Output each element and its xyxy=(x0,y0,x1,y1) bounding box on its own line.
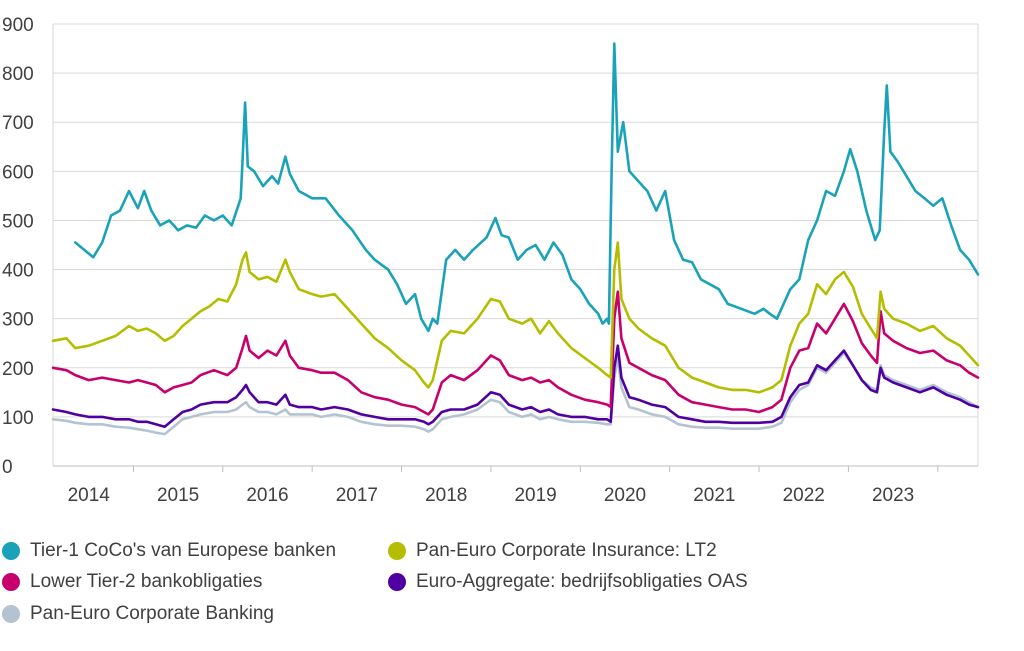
y-tick-label: 0 xyxy=(2,457,13,478)
legend-item-corporate-banking: Pan-Euro Corporate Banking xyxy=(2,603,274,625)
y-tick-label: 200 xyxy=(2,359,34,380)
x-tick-label: 2019 xyxy=(514,485,556,506)
series-line-1 xyxy=(51,241,980,394)
y-tick-label: 800 xyxy=(2,64,34,85)
x-tick-label: 2018 xyxy=(425,485,467,506)
y-tick-label: 600 xyxy=(2,162,34,183)
legend-marker xyxy=(2,573,20,591)
x-axis-ticks: 2014 2015 2016 2017 2018 2019 2020 2021 2022 2023 xyxy=(68,466,939,506)
legend-marker xyxy=(388,573,406,591)
x-tick-label: 2014 xyxy=(68,485,111,506)
legend-label: Pan-Euro Corporate Banking xyxy=(30,603,274,624)
series-line-4 xyxy=(51,351,980,436)
y-axis-ticks: 0 100 200 300 400 500 600 700 800 900 xyxy=(2,15,34,478)
series-lines xyxy=(51,42,980,436)
y-tick-label: 900 xyxy=(2,15,34,36)
legend-label: Lower Tier-2 bankobligaties xyxy=(30,571,263,592)
gridlines xyxy=(52,23,979,467)
legend-marker xyxy=(388,542,406,560)
legend-label: Pan-Euro Corporate Insurance: LT2 xyxy=(416,540,717,561)
y-tick-label: 300 xyxy=(2,310,34,331)
y-tick-label: 700 xyxy=(2,113,34,134)
x-tick-label: 2016 xyxy=(246,485,288,506)
x-tick-label: 2017 xyxy=(336,485,378,506)
legend-item-insurance-lt2: Pan-Euro Corporate Insurance: LT2 xyxy=(388,540,717,562)
y-tick-label: 400 xyxy=(2,261,34,282)
legend-marker xyxy=(2,542,20,560)
x-tick-label: 2015 xyxy=(157,485,199,506)
series-line-0 xyxy=(74,42,980,333)
x-tick-label: 2020 xyxy=(604,485,646,506)
y-tick-label: 500 xyxy=(2,211,34,232)
x-tick-label: 2021 xyxy=(693,485,735,506)
legend-marker xyxy=(2,605,20,623)
x-tick-label: 2023 xyxy=(872,485,914,506)
legend-item-euro-aggregate: Euro-Aggregate: bedrijfsobligaties OAS xyxy=(388,571,748,593)
legend-item-lower-tier2: Lower Tier-2 bankobligaties xyxy=(2,571,262,593)
series-line-3 xyxy=(51,344,980,428)
legend-label: Tier-1 CoCo's van Europese banken xyxy=(30,540,337,561)
y-tick-label: 100 xyxy=(2,408,34,429)
x-tick-label: 2022 xyxy=(783,485,825,506)
legend-item-tier1-coco: Tier-1 CoCo's van Europese banken xyxy=(2,540,336,562)
legend: Tier-1 CoCo's van Europese banken Pan-Eu… xyxy=(0,532,1024,651)
series-line-2 xyxy=(51,290,980,416)
legend-label: Euro-Aggregate: bedrijfsobligaties OAS xyxy=(416,571,748,592)
